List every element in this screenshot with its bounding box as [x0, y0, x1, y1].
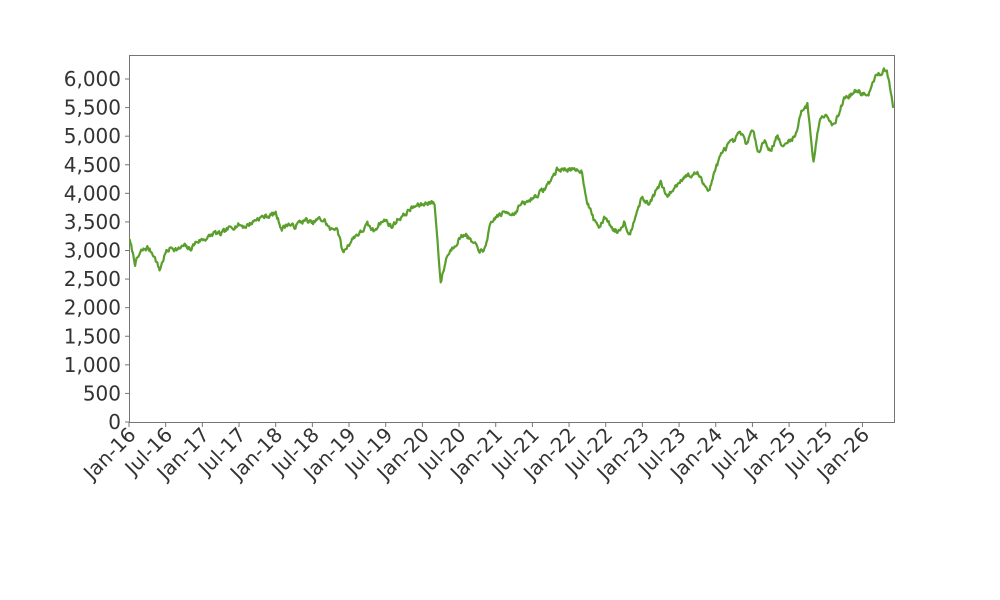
y-tick-label: 5,000 — [64, 124, 121, 148]
y-tick-label: 2,000 — [64, 296, 121, 320]
y-tick-label: 500 — [83, 381, 121, 405]
x-axis: Jan-16Jul-16Jan-17Jul-17Jan-18Jul-18Jan-… — [77, 422, 874, 486]
y-tick-label: 1,500 — [64, 324, 121, 348]
y-tick-label: 0 — [108, 410, 121, 434]
y-tick-label: 6,000 — [64, 67, 121, 91]
y-tick-label: 1,000 — [64, 353, 121, 377]
y-tick-label: 4,000 — [64, 181, 121, 205]
y-tick-label: 2,500 — [64, 267, 121, 291]
price-line-series — [129, 67, 894, 284]
y-tick-label: 3,500 — [64, 210, 121, 234]
y-tick-label: 5,500 — [64, 96, 121, 120]
y-axis: 0 500 1,000 1,500 2,000 2,500 3,000 3,500 4,000 4… — [64, 67, 129, 434]
plot-border — [129, 55, 895, 423]
y-tick-label: 4,500 — [64, 153, 121, 177]
y-tick-label: 3,000 — [64, 239, 121, 263]
